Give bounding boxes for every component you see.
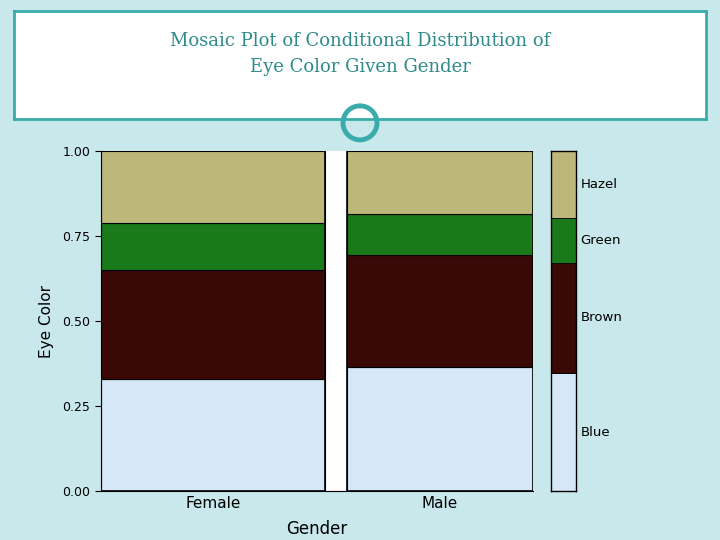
Text: Green: Green	[580, 234, 621, 247]
Bar	[101, 151, 325, 222]
Bar	[347, 255, 533, 367]
Bar	[101, 379, 325, 491]
X-axis label: Gender: Gender	[286, 519, 348, 538]
Text: Mosaic Plot of Conditional Distribution of
Eye Color Given Gender: Mosaic Plot of Conditional Distribution …	[170, 32, 550, 76]
Bar	[347, 214, 533, 255]
Bar	[551, 151, 576, 218]
Bar	[101, 151, 325, 491]
Text: Blue: Blue	[580, 426, 610, 439]
Bar	[101, 222, 325, 270]
Text: Brown: Brown	[580, 312, 622, 325]
Bar	[551, 262, 576, 373]
Bar	[347, 151, 533, 491]
Text: Hazel: Hazel	[580, 178, 617, 191]
Bar	[347, 367, 533, 491]
Bar	[551, 373, 576, 491]
Bar	[347, 151, 533, 214]
Bar	[551, 218, 576, 262]
Y-axis label: Eye Color: Eye Color	[39, 285, 54, 358]
Bar	[101, 270, 325, 379]
